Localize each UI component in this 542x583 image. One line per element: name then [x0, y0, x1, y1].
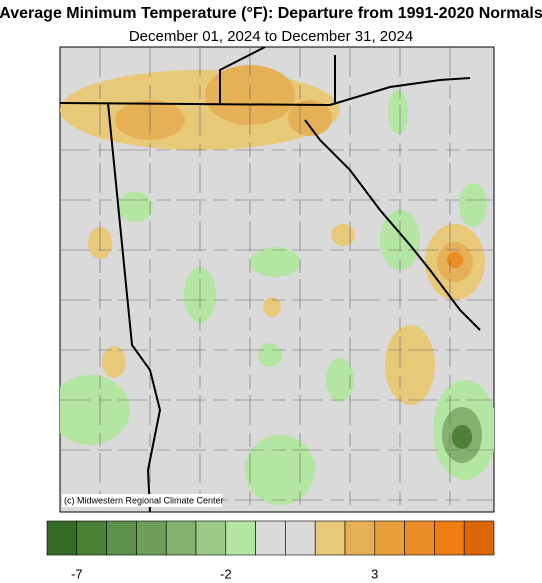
- color-swatch: [136, 520, 167, 556]
- county-lines: [60, 47, 494, 512]
- color-swatch: [46, 520, 78, 556]
- colorbar-tick-label: -7: [71, 566, 83, 581]
- color-swatch: [404, 520, 435, 556]
- map: (c) Midwestern Regional Climate Center: [59, 46, 495, 513]
- color-swatch: [106, 520, 137, 556]
- colorbar-tick-label: -2: [220, 566, 232, 581]
- colorbar-tick-label: 3: [371, 566, 378, 581]
- colorbar: -7 -2 3: [46, 520, 495, 581]
- title: Average Minimum Temperature (°F): Depart…: [0, 5, 542, 22]
- color-swatch: [344, 520, 376, 556]
- color-swatch: [76, 520, 107, 556]
- color-swatch: [165, 520, 197, 556]
- color-swatch: [374, 520, 405, 556]
- color-swatch: [195, 520, 227, 556]
- credit: (c) Midwestern Regional Climate Center: [64, 495, 224, 505]
- color-swatch: [463, 520, 495, 556]
- color-swatch: [255, 520, 286, 556]
- credit-box: [62, 494, 222, 507]
- color-swatch: [285, 520, 316, 556]
- subtitle: December 01, 2024 to December 31, 2024: [129, 28, 413, 45]
- color-swatch: [314, 520, 346, 556]
- state-borders: [59, 46, 481, 513]
- color-swatch: [225, 520, 256, 556]
- color-swatch: [434, 520, 465, 556]
